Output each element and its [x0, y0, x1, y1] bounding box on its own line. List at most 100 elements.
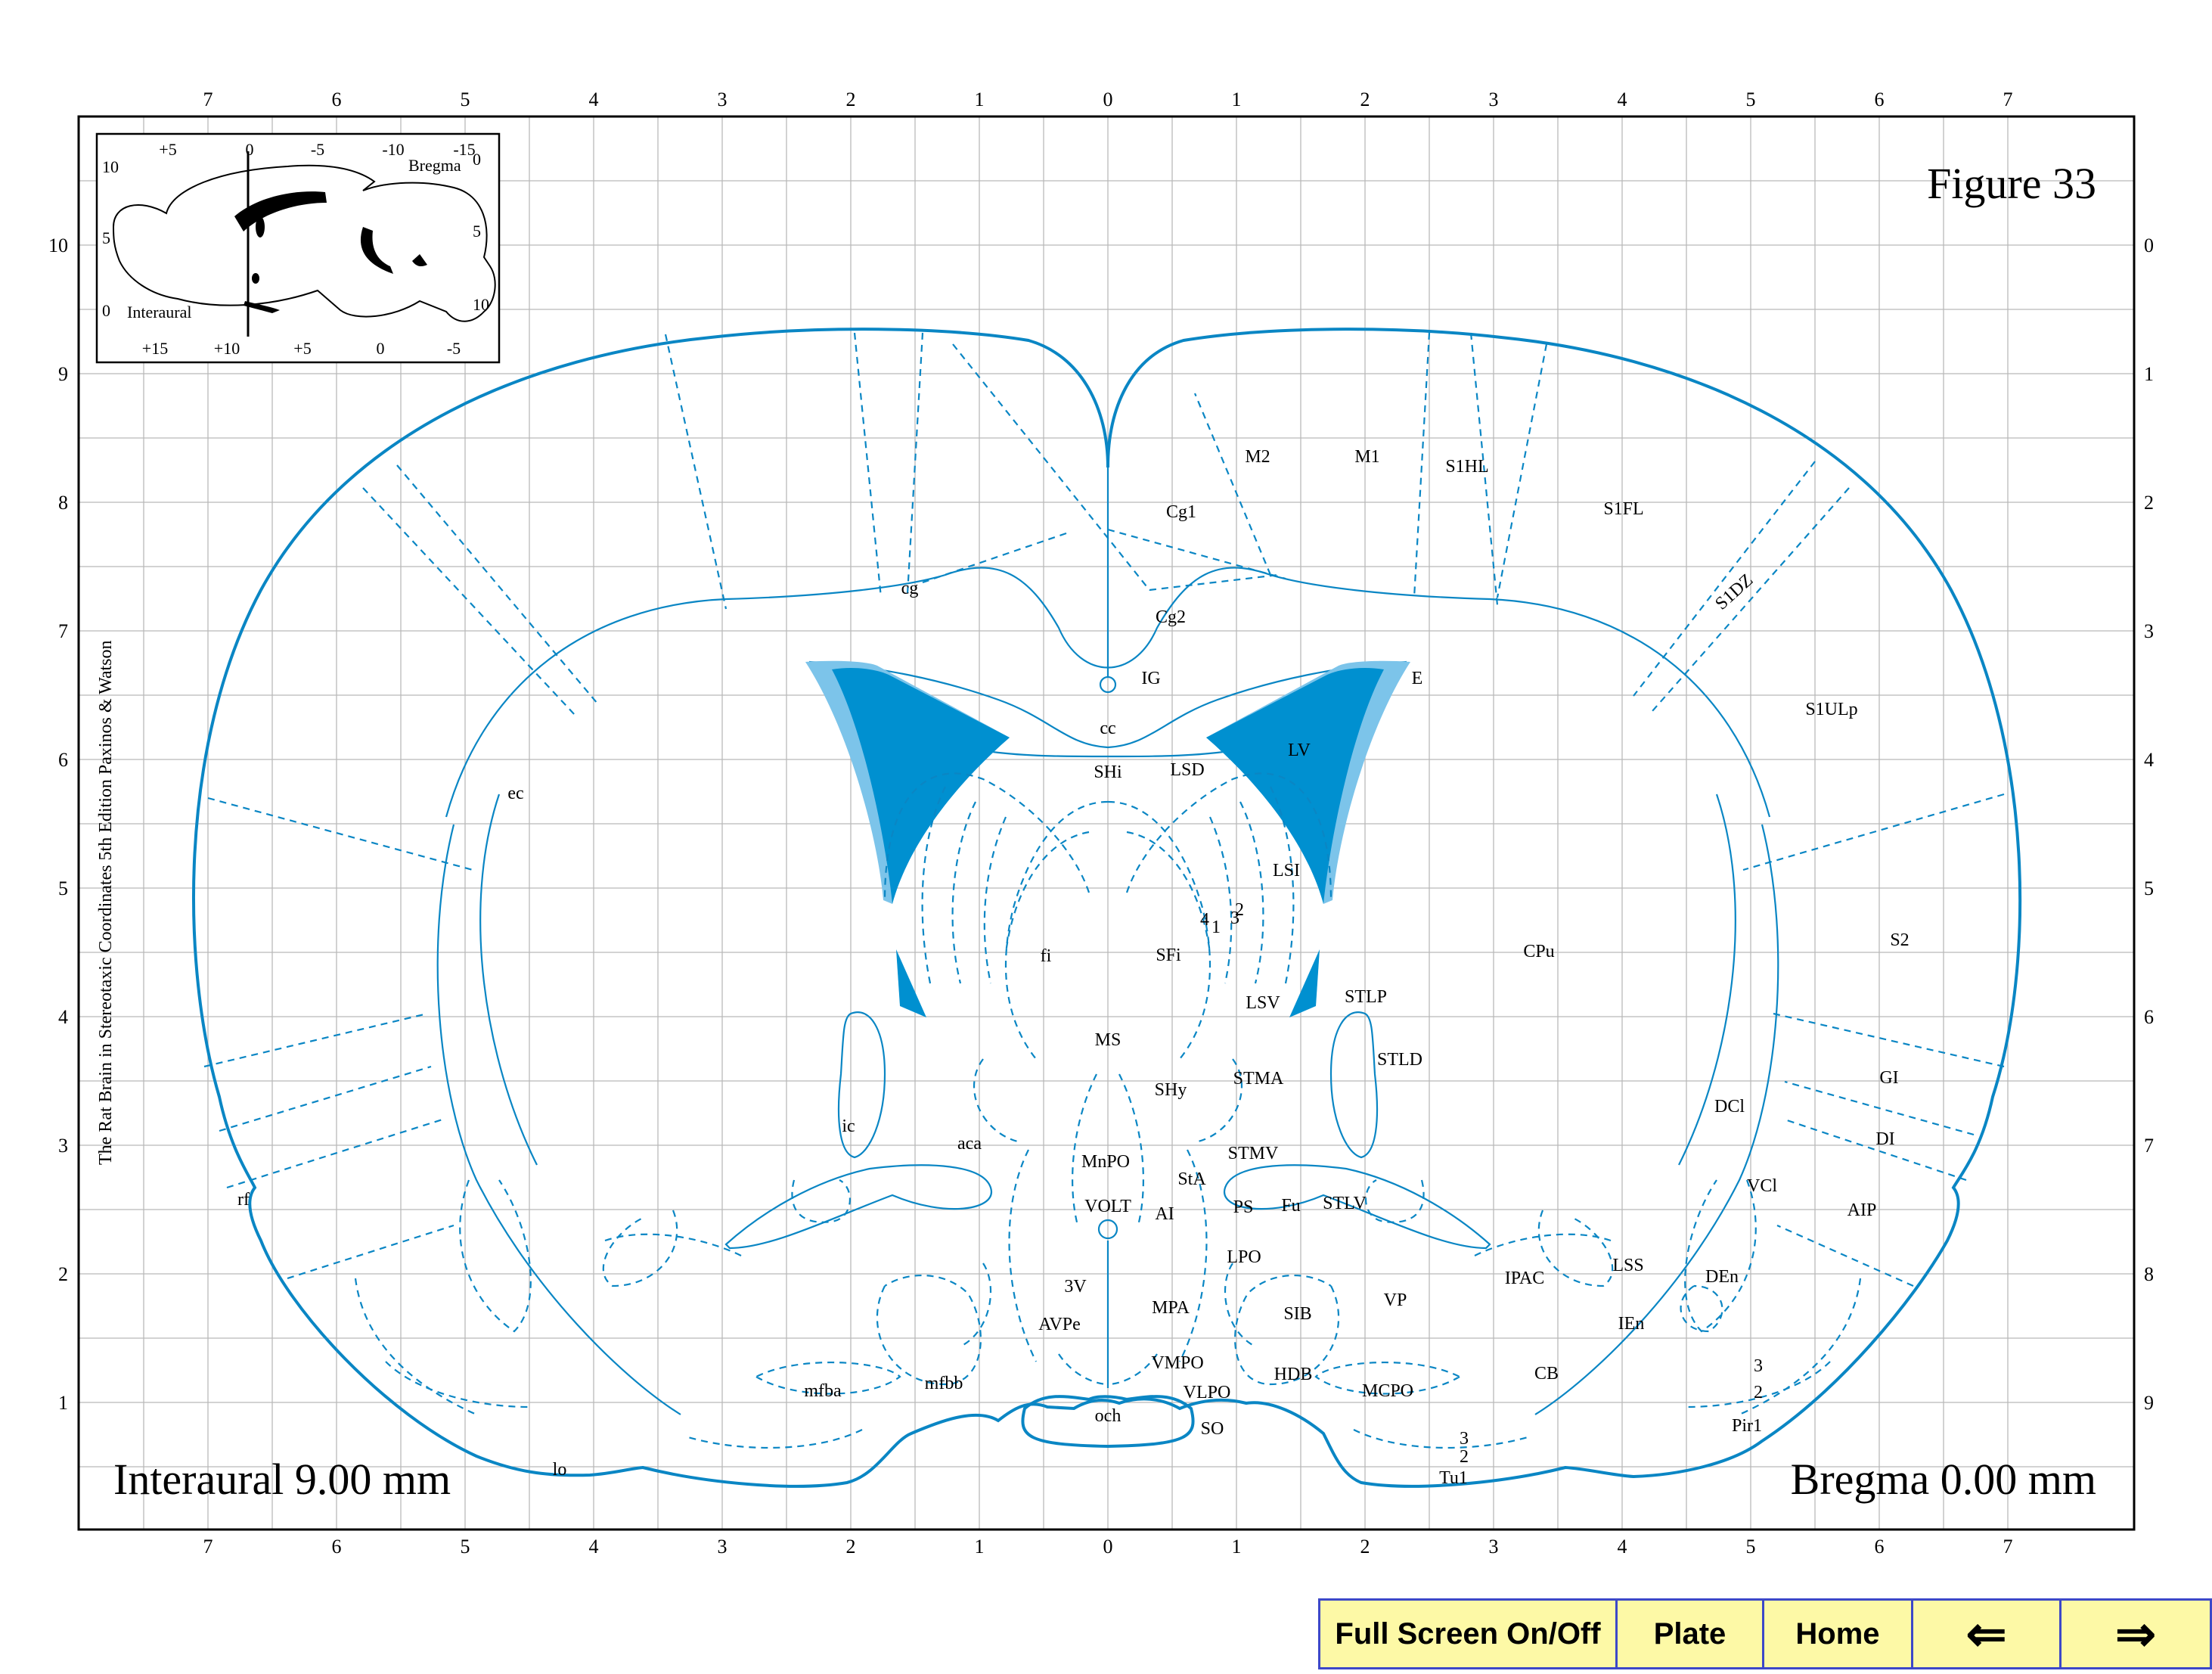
region-label: STLP	[1345, 987, 1387, 1007]
x-tick-bottom: 5	[461, 1536, 470, 1558]
region-label: STLV	[1323, 1194, 1367, 1213]
region-label: IPAC	[1505, 1269, 1544, 1288]
region-label: MS	[1095, 1030, 1122, 1050]
region-label: S1ULp	[1805, 700, 1857, 719]
inset-tick-bottom: -5	[447, 339, 461, 358]
inset-tick-top: +5	[159, 140, 176, 159]
region-label: STMA	[1233, 1069, 1284, 1089]
x-tick-bottom: 4	[589, 1536, 599, 1558]
next-button[interactable]: ⇒	[2062, 1601, 2210, 1667]
inset-tick-bottom: +15	[142, 339, 168, 358]
y-tick-right: 1	[2144, 363, 2154, 385]
region-label: LSI	[1273, 861, 1300, 880]
external-capsule-left	[436, 824, 681, 1415]
home-label: Home	[1795, 1617, 1880, 1651]
region-labels: M2 M1 S1HL S1FL S1DZ S1ULp S2 GI DI AIP DCl VCl DEn I…	[237, 447, 1910, 1488]
x-tick-bottom: 6	[1875, 1536, 1885, 1558]
region-label: AVPe	[1038, 1315, 1081, 1334]
bregma-coordinate: Bregma 0.00 mm	[1791, 1455, 2096, 1504]
inset-tick-right: 10	[473, 295, 489, 314]
x-tick-bottom: 1	[975, 1536, 985, 1558]
region-label: S2	[1890, 930, 1909, 950]
region-label: SIB	[1283, 1304, 1311, 1324]
inset-tick-top: -10	[382, 140, 404, 159]
interaural-coordinate: Interaural 9.00 mm	[113, 1455, 451, 1504]
region-label: 3	[1460, 1429, 1469, 1449]
inset-tick-bottom: +5	[293, 339, 311, 358]
x-axis-top: 7 6 5 4 3 2 1 0 1 2 3 4 5 6 7	[203, 89, 2013, 110]
sagittal-inset: +5 0 -5 -10 -15 +15 +10 +5 0 -5 10 5 0 0 5 10 Bregma In…	[95, 132, 501, 364]
region-label: mfbb	[925, 1374, 963, 1393]
y-tick-left: 4	[58, 1006, 68, 1028]
x-tick-bottom: 5	[1746, 1536, 1756, 1558]
y-tick-left: 9	[58, 363, 68, 385]
region-label: och	[1095, 1406, 1122, 1426]
region-label: S1HL	[1445, 457, 1488, 477]
x-tick-top: 6	[332, 89, 342, 110]
region-label: ec	[507, 784, 523, 803]
region-label: LSD	[1170, 760, 1204, 780]
x-tick-bottom: 7	[2003, 1536, 2013, 1558]
y-tick-right: 4	[2144, 749, 2154, 771]
region-label: Pir1	[1732, 1416, 1762, 1436]
anterior-commissure-right	[1223, 1164, 1491, 1250]
x-tick-top: 2	[1360, 89, 1370, 110]
region-label: mfba	[804, 1381, 842, 1401]
x-tick-top: 1	[975, 89, 985, 110]
x-tick-top: 5	[461, 89, 470, 110]
region-label: 4	[1200, 910, 1209, 930]
region-label: M1	[1354, 447, 1379, 467]
inset-brain-outline	[112, 164, 496, 322]
side-caption: The Rat Brain in Stereotaxic Coordinates…	[96, 640, 116, 1165]
x-axis-bottom: 7 6 5 4 3 2 1 0 1 2 3 4 5 6 7	[203, 1536, 2013, 1558]
region-label: VCl	[1747, 1176, 1777, 1196]
region-label: cc	[1100, 719, 1115, 738]
plate-button[interactable]: Plate	[1618, 1601, 1764, 1667]
x-tick-top: 6	[1875, 89, 1885, 110]
region-label: VLPO	[1184, 1383, 1231, 1402]
region-label: 2	[1754, 1383, 1763, 1402]
inset-tick-right: 5	[473, 222, 481, 241]
region-label: IEn	[1618, 1314, 1645, 1334]
y-tick-right: 2	[2144, 492, 2154, 514]
region-label: MCPO	[1362, 1381, 1413, 1401]
region-label: DEn	[1705, 1267, 1739, 1287]
corpus-callosum-inner	[808, 660, 1407, 749]
region-label: STMV	[1228, 1144, 1279, 1163]
region-label: SO	[1201, 1419, 1224, 1439]
x-tick-top: 5	[1746, 89, 1756, 110]
y-tick-left: 5	[58, 877, 68, 899]
y-tick-left: 10	[48, 234, 68, 256]
navigation-bar: Full Screen On/Off Plate Home ⇐ ⇒	[1318, 1598, 2212, 1669]
inset-tick-bottom: 0	[377, 339, 385, 358]
region-label: S1DZ	[1711, 570, 1757, 614]
x-tick-top: 3	[1489, 89, 1499, 110]
x-tick-bottom: 3	[1489, 1536, 1499, 1558]
optic-chiasm	[1021, 1395, 1195, 1449]
y-axis-left: 10 9 8 7 6 5 4 3 2 1	[48, 234, 68, 1414]
external-capsule-right	[1534, 824, 1779, 1415]
fullscreen-button[interactable]: Full Screen On/Off	[1320, 1601, 1618, 1667]
inset-tick-left: 10	[102, 157, 119, 176]
inset-tick-right: 0	[473, 150, 481, 169]
region-label: E	[1412, 669, 1423, 688]
y-tick-left: 6	[58, 749, 68, 771]
x-tick-top: 0	[1103, 89, 1113, 110]
y-tick-left: 1	[58, 1392, 68, 1414]
region-label: LPO	[1227, 1247, 1261, 1267]
inset-tick-left: 5	[102, 228, 110, 247]
region-label: M2	[1245, 447, 1270, 467]
region-label: AIP	[1847, 1200, 1877, 1220]
internal-capsule-left	[837, 1011, 886, 1159]
region-label: MPA	[1152, 1298, 1190, 1318]
anterior-commissure-left	[724, 1164, 993, 1250]
home-button[interactable]: Home	[1764, 1601, 1913, 1667]
y-tick-right: 3	[2144, 620, 2154, 642]
y-tick-left: 2	[58, 1263, 68, 1285]
figure-title: Figure 33	[1927, 159, 2096, 208]
y-tick-right: 7	[2144, 1135, 2154, 1157]
previous-button[interactable]: ⇐	[1913, 1601, 2062, 1667]
inset-interaural-label: Interaural	[127, 303, 192, 321]
region-label: rf	[237, 1190, 250, 1210]
